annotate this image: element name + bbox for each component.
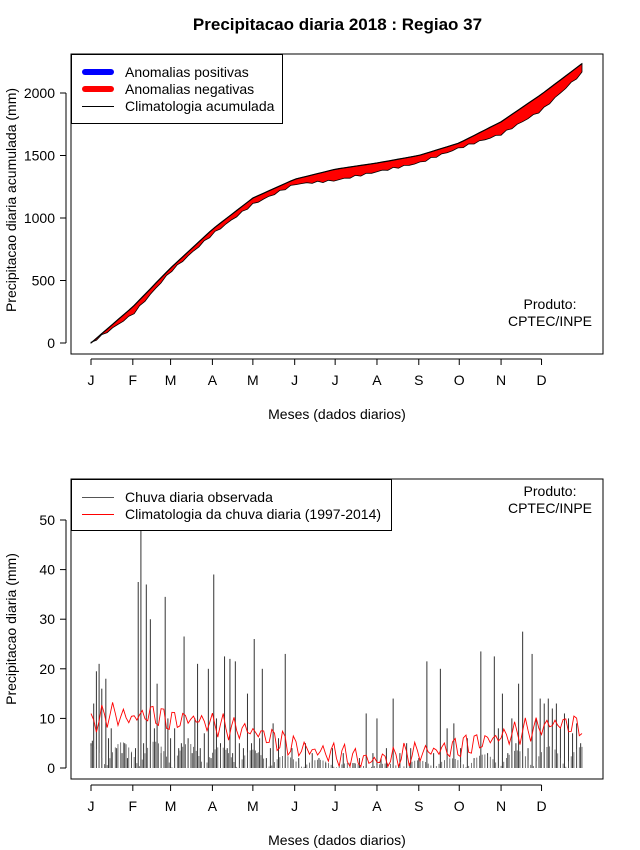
legend-positive-label: Anomalias positivas [125, 64, 249, 80]
bottom-x-tick-label: A [372, 798, 382, 814]
top-x-tick-label: F [129, 372, 138, 388]
clim-daily-swatch [82, 514, 114, 515]
top-y-tick-label: 2000 [24, 85, 55, 101]
legend-negative-label: Anomalias negativas [125, 81, 255, 97]
bottom-y-tick-label: 30 [39, 611, 55, 627]
top-x-tick-label: M [165, 372, 177, 388]
cumulative-legend: Anomalias positivas Anomalias negativas … [71, 54, 283, 124]
daily-climatology-line [90, 702, 583, 769]
top-x-tick-label: S [414, 372, 423, 388]
legend-clim-daily-label: Climatologia da chuva diaria (1997-2014) [125, 506, 382, 522]
bottom-xlabel: Meses (dados diarios) [268, 832, 406, 848]
credit-bottom: Produto: CPTEC/INPE [500, 483, 600, 517]
credit-top-line2: CPTEC/INPE [507, 313, 592, 329]
bottom-ylabel: Precipitacao diaria (mm) [3, 553, 19, 705]
credit-bottom-line2: CPTEC/INPE [507, 500, 592, 516]
top-xlabel: Meses (dados diarios) [268, 406, 406, 422]
observed-rain-swatch [82, 497, 114, 498]
bottom-y-tick-label: 20 [39, 661, 55, 677]
bottom-x-tick-label: M [165, 798, 177, 814]
cumulative-chart: 0 500 1000 1500 2000 J F M A M J J A S O N D [24, 53, 604, 388]
bottom-x-tick-label: S [414, 798, 423, 814]
bottom-x-tick-label: N [496, 798, 506, 814]
top-x-tick-label: A [208, 372, 218, 388]
top-y-tick-label: 1000 [24, 210, 55, 226]
top-y-tick-label: 0 [47, 335, 55, 351]
legend-observed-label: Chuva diaria observada [125, 489, 273, 505]
positive-anomaly-swatch [82, 69, 114, 75]
top-x-tick-label: M [247, 372, 259, 388]
bottom-x-tick-label: J [291, 798, 298, 814]
bottom-x-tick-label: J [88, 798, 95, 814]
credit-top-line1: Produto: [523, 296, 577, 312]
top-x-tick-label: D [536, 372, 546, 388]
climatology-line [90, 63, 583, 344]
bottom-y-tick-label: 50 [39, 512, 55, 528]
bottom-x-tick-label: O [454, 798, 465, 814]
bottom-x-tick-label: D [536, 798, 546, 814]
bottom-y-tick-label: 40 [39, 562, 55, 578]
top-x-tick-label: O [454, 372, 465, 388]
climatology-swatch [82, 106, 114, 107]
top-y-tick-label: 500 [32, 273, 56, 289]
top-y-tick-label: 1500 [24, 148, 55, 164]
bottom-y-tick-label: 10 [39, 710, 55, 726]
top-x-tick-label: N [496, 372, 506, 388]
negative-anomaly-swatch [82, 86, 114, 92]
bottom-x-tick-label: J [332, 798, 339, 814]
top-x-tick-label: A [372, 372, 382, 388]
legend-climatology-label: Climatologia acumulada [125, 98, 275, 114]
bottom-y-tick-label: 0 [47, 760, 55, 776]
top-x-tick-label: J [332, 372, 339, 388]
credit-top: Produto: CPTEC/INPE [500, 296, 600, 330]
credit-bottom-line1: Produto: [523, 483, 577, 499]
bottom-x-tick-label: A [208, 798, 218, 814]
bottom-x-tick-label: M [247, 798, 259, 814]
top-x-tick-label: J [88, 372, 95, 388]
daily-legend: Chuva diaria observada Climatologia da c… [71, 479, 392, 531]
bottom-x-tick-label: F [129, 798, 138, 814]
top-ylabel: Precipitacao diaria acumulada (mm) [3, 87, 19, 313]
cumulative-plot-frame [70, 53, 604, 355]
top-x-tick-label: J [291, 372, 298, 388]
page-title: Precipitacao diaria 2018 : Regiao 37 [192, 15, 483, 34]
